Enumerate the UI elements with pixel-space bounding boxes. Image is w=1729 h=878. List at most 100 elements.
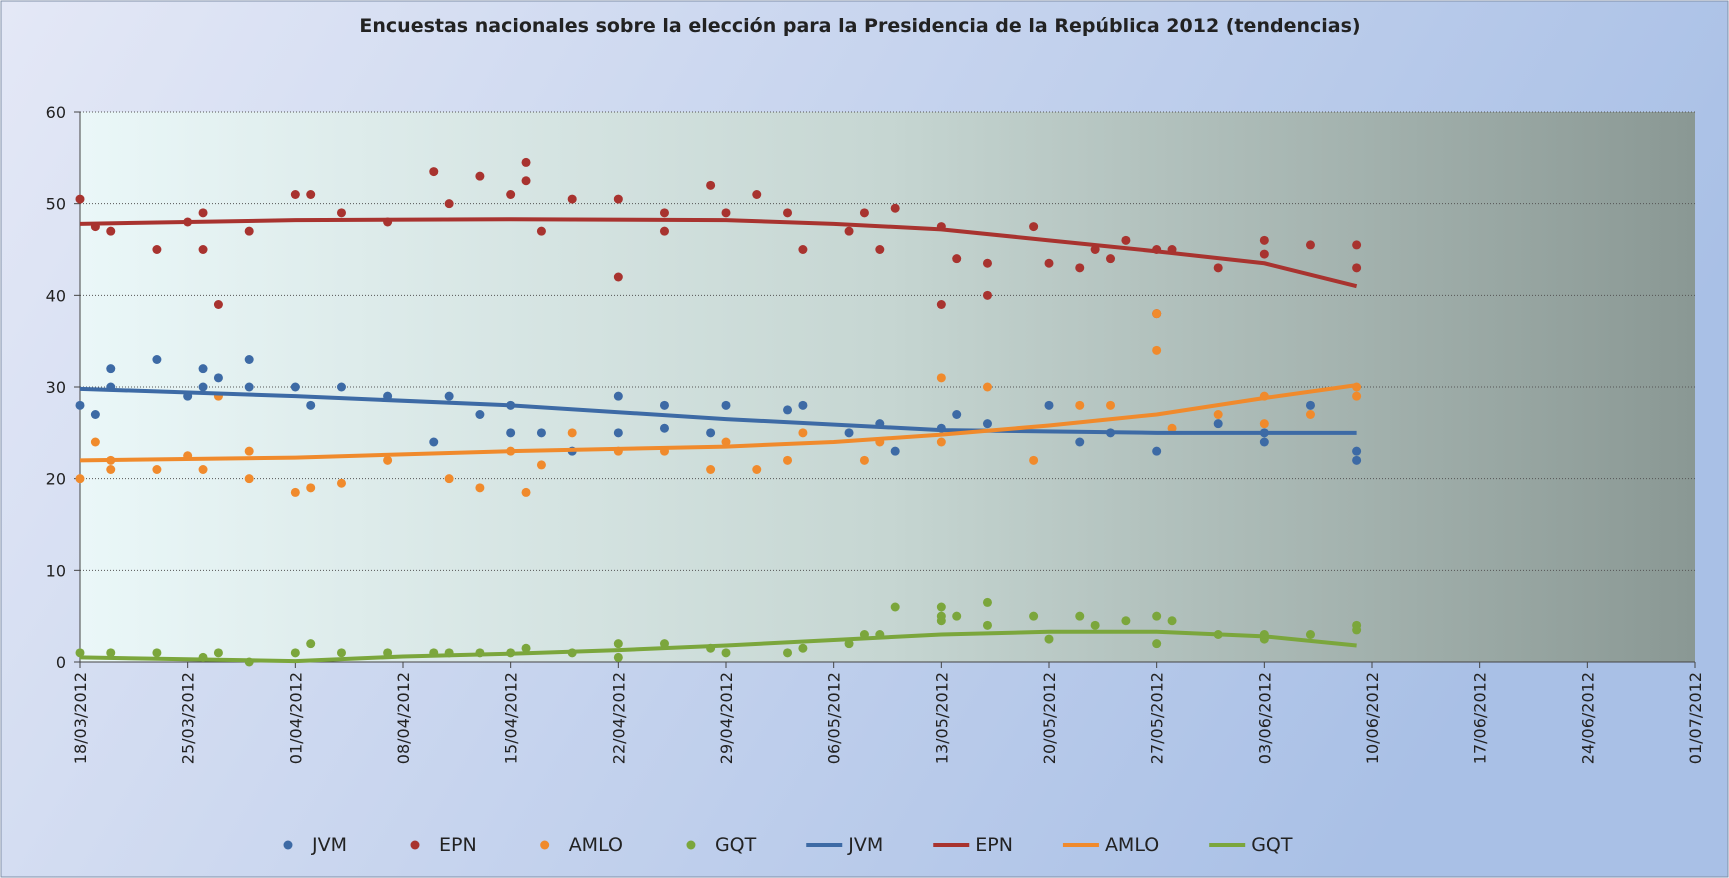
data-point — [859, 208, 869, 218]
data-point — [1352, 391, 1362, 401]
data-point — [1213, 410, 1223, 419]
trend-line — [79, 386, 1357, 435]
data-point — [244, 474, 254, 484]
x-tick-label: 10/06/2012 — [1363, 672, 1382, 764]
data-point — [659, 226, 669, 236]
legend-label: AMLO — [569, 834, 623, 856]
data-point — [1352, 455, 1362, 465]
x-tick-label: 29/04/2012 — [717, 672, 736, 764]
legend-label: JVM — [847, 834, 883, 856]
x-tick-label: 01/04/2012 — [286, 672, 305, 764]
legend-label: GQT — [715, 834, 757, 856]
y-tick-label: 30 — [46, 378, 66, 397]
data-point — [429, 437, 439, 447]
x-tick-label: 24/06/2012 — [1578, 672, 1597, 764]
data-point — [721, 400, 731, 410]
data-point — [198, 465, 208, 474]
data-point — [798, 400, 808, 410]
data-point — [444, 199, 454, 209]
data-point — [152, 245, 162, 254]
trend-line — [79, 629, 1357, 664]
data-point — [875, 245, 885, 254]
data-point — [75, 474, 85, 484]
data-point — [798, 643, 808, 653]
data-point — [1075, 263, 1085, 273]
x-tick-label: 01/07/2012 — [1686, 672, 1705, 764]
data-point — [90, 437, 100, 447]
data-point — [1305, 410, 1315, 419]
trend-line — [79, 217, 1358, 289]
y-tick-label: 60 — [46, 103, 66, 122]
data-point — [213, 373, 223, 383]
data-point — [75, 400, 85, 410]
y-tick-label: 40 — [46, 286, 66, 305]
x-tick-label: 17/06/2012 — [1471, 672, 1490, 764]
x-tick-label: 18/03/2012 — [71, 672, 90, 764]
data-point — [506, 190, 516, 199]
data-point — [1352, 240, 1362, 250]
x-tick-label: 06/05/2012 — [825, 672, 844, 764]
chart-title: Encuestas nacionales sobre la elección p… — [359, 15, 1360, 37]
x-tick-label: 25/03/2012 — [179, 672, 198, 764]
data-point — [936, 373, 946, 383]
data-point — [106, 364, 116, 374]
data-point — [336, 648, 346, 658]
data-point — [1029, 611, 1039, 621]
data-point — [444, 391, 454, 401]
data-point — [1352, 446, 1362, 456]
data-point — [982, 620, 992, 630]
data-point — [1152, 446, 1162, 456]
data-point — [152, 465, 162, 474]
data-point — [859, 455, 869, 465]
data-point — [75, 194, 85, 204]
legend-swatch — [283, 840, 293, 850]
data-point — [290, 190, 300, 199]
data-point — [536, 226, 546, 236]
data-point — [106, 648, 116, 658]
data-point — [1029, 222, 1039, 232]
data-point — [1152, 309, 1162, 319]
data-point — [506, 428, 516, 438]
data-point — [213, 300, 223, 309]
x-tick-label: 15/04/2012 — [502, 672, 521, 764]
legend-swatch — [540, 840, 550, 850]
legend-label: AMLO — [1105, 834, 1159, 856]
data-point — [536, 460, 546, 470]
data-point — [1152, 639, 1162, 649]
data-point — [244, 382, 254, 392]
data-point — [982, 258, 992, 268]
data-point — [1106, 400, 1116, 410]
data-point — [890, 203, 900, 213]
data-point — [659, 639, 669, 649]
data-point — [798, 245, 808, 254]
data-point — [936, 437, 946, 447]
data-point — [1305, 400, 1315, 410]
data-point — [1167, 423, 1177, 433]
data-point — [1259, 419, 1269, 429]
data-point — [890, 602, 900, 612]
data-point — [613, 272, 623, 282]
data-point — [783, 648, 793, 658]
x-tick-label: 08/04/2012 — [394, 672, 413, 764]
data-point — [152, 648, 162, 658]
data-point — [521, 487, 531, 497]
data-point — [1075, 400, 1085, 410]
data-point — [706, 428, 716, 438]
legend-swatch — [410, 840, 420, 850]
data-point — [982, 597, 992, 607]
data-point — [952, 254, 962, 264]
data-point — [982, 290, 992, 300]
data-point — [475, 410, 485, 419]
legend-label: GQT — [1251, 834, 1293, 856]
data-point — [1213, 419, 1223, 429]
data-point — [1213, 263, 1223, 273]
data-point — [152, 355, 162, 364]
data-point — [1152, 345, 1162, 355]
data-point — [1305, 240, 1315, 250]
data-point — [1305, 630, 1315, 639]
data-point — [659, 208, 669, 218]
data-point — [844, 428, 854, 438]
y-tick-label: 10 — [46, 561, 66, 580]
data-point — [306, 190, 316, 199]
